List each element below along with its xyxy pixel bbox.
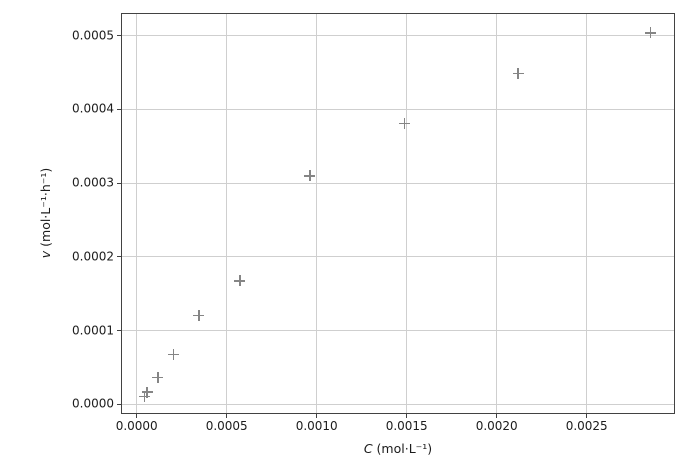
marker-vertical-bar (239, 275, 241, 287)
x-tick-label: 0.0000 (115, 419, 158, 433)
marker-vertical-bar (156, 371, 159, 383)
y-tick-mark (117, 108, 121, 110)
marker-vertical-bar (146, 386, 148, 398)
data-point-marker (234, 275, 246, 287)
x-tick-label: 0.0005 (205, 419, 248, 433)
y-gridline (122, 403, 674, 405)
y-tick-mark (117, 182, 121, 184)
x-gridline (226, 14, 228, 413)
y-tick-mark (117, 256, 121, 258)
marker-vertical-bar (197, 309, 200, 321)
marker-vertical-bar (143, 391, 146, 403)
y-gridline (122, 256, 674, 258)
marker-vertical-bar (649, 27, 652, 39)
x-axis-variable: C (363, 441, 373, 456)
data-point-marker (399, 118, 411, 130)
data-point-marker (138, 391, 150, 403)
marker-vertical-bar (172, 349, 175, 361)
x-tick-label: 0.0010 (295, 419, 338, 433)
y-tick-mark (117, 403, 121, 405)
marker-vertical-bar (309, 170, 311, 182)
data-point-marker (152, 371, 164, 383)
x-tick-mark (496, 414, 498, 418)
x-tick-mark (136, 414, 138, 418)
x-tick-mark (226, 414, 228, 418)
x-gridline (406, 14, 408, 413)
y-gridline (122, 35, 674, 36)
marker-vertical-bar (403, 118, 406, 130)
y-tick-label: 0.0000 (72, 396, 114, 411)
x-gridline (496, 14, 498, 413)
x-tick-label: 0.0025 (565, 419, 608, 433)
plot-area (121, 13, 675, 414)
data-point-marker (193, 309, 205, 321)
y-axis-variable: v (38, 250, 54, 259)
data-point-marker (512, 67, 524, 79)
y-tick-label: 0.0001 (72, 323, 114, 338)
x-gridline (316, 14, 318, 413)
y-tick-label: 0.0005 (72, 27, 114, 42)
y-tick-label: 0.0003 (72, 175, 114, 190)
x-tick-label: 0.0020 (475, 419, 518, 433)
y-gridline (122, 330, 674, 332)
data-point-marker (141, 386, 153, 398)
data-point-marker (167, 349, 179, 361)
y-axis-title: v (mol·L⁻¹·h⁻¹) (38, 167, 54, 259)
y-tick-label: 0.0002 (72, 249, 114, 264)
x-axis-units: (mol·L⁻¹) (372, 441, 433, 456)
data-point-marker (644, 27, 656, 39)
x-gridline (586, 14, 588, 413)
y-axis-units: (mol·L⁻¹·h⁻¹) (38, 167, 54, 251)
x-tick-label: 0.0015 (385, 419, 428, 433)
y-tick-mark (117, 330, 121, 332)
x-tick-mark (316, 414, 318, 418)
x-tick-mark (586, 414, 588, 418)
x-tick-mark (406, 414, 408, 418)
y-tick-label: 0.0004 (72, 101, 114, 116)
y-gridline (122, 108, 674, 110)
x-axis-title: C (mol·L⁻¹) (121, 442, 675, 456)
y-tick-mark (117, 35, 121, 36)
marker-vertical-bar (517, 67, 519, 79)
data-point-marker (304, 170, 316, 182)
x-gridline (136, 14, 138, 413)
y-gridline (122, 182, 674, 184)
